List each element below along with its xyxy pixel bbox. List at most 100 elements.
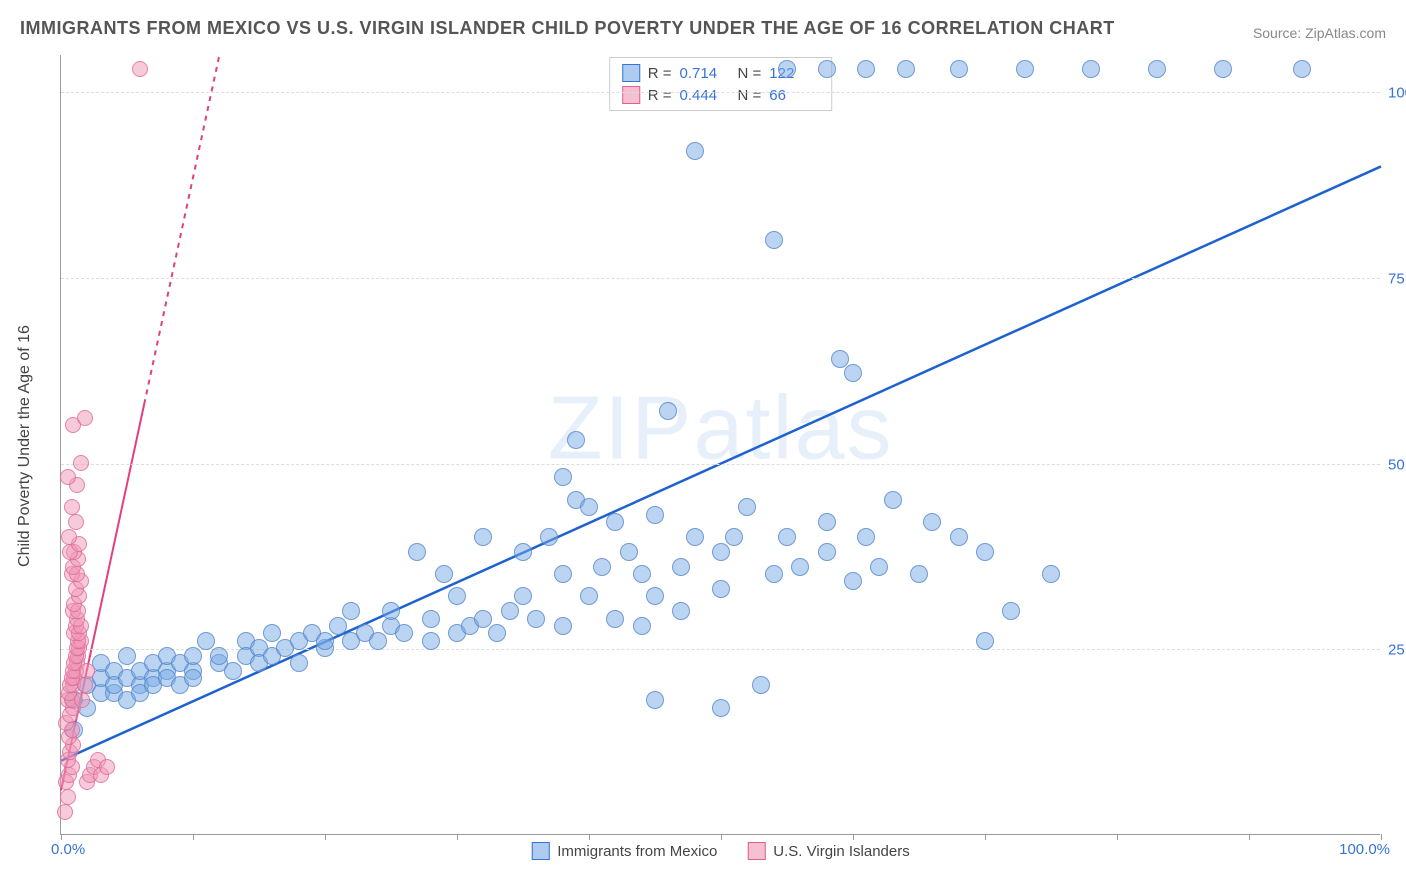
data-point (316, 632, 334, 650)
data-point (290, 654, 308, 672)
data-point (659, 402, 677, 420)
data-point (725, 528, 743, 546)
data-point (633, 617, 651, 635)
data-point (1293, 60, 1311, 78)
data-point (857, 528, 875, 546)
r-value: 0.714 (680, 65, 730, 82)
data-point (60, 789, 76, 805)
data-point (778, 60, 796, 78)
x-tick (853, 834, 854, 840)
data-point (923, 513, 941, 531)
data-point (672, 558, 690, 576)
data-point (554, 468, 572, 486)
legend-label: Immigrants from Mexico (557, 843, 717, 860)
data-point (422, 632, 440, 650)
data-point (580, 498, 598, 516)
data-point (738, 498, 756, 516)
data-point (646, 587, 664, 605)
legend-swatch (747, 842, 765, 860)
legend-item: U.S. Virgin Islanders (747, 842, 909, 860)
data-point (646, 691, 664, 709)
data-point (540, 528, 558, 546)
data-point (197, 632, 215, 650)
data-point (99, 759, 115, 775)
data-point (77, 677, 93, 693)
n-label: N = (738, 87, 762, 104)
data-point (844, 364, 862, 382)
x-tick (985, 834, 986, 840)
legend-label: U.S. Virgin Islanders (773, 843, 909, 860)
data-point (501, 602, 519, 620)
data-point (74, 692, 90, 708)
data-point (527, 610, 545, 628)
y-tick-label: 25.0% (1388, 642, 1406, 659)
legend-series: Immigrants from Mexico U.S. Virgin Island… (531, 842, 909, 860)
data-point (765, 565, 783, 583)
r-label: R = (648, 87, 672, 104)
r-label: R = (648, 65, 672, 82)
data-point (422, 610, 440, 628)
legend-item: Immigrants from Mexico (531, 842, 717, 860)
legend-swatch (622, 64, 640, 82)
x-tick (193, 834, 194, 840)
n-label: N = (738, 65, 762, 82)
source-label: Source: ZipAtlas.com (1253, 25, 1386, 41)
data-point (1082, 60, 1100, 78)
data-point (1016, 60, 1034, 78)
data-point (818, 543, 836, 561)
data-point (818, 60, 836, 78)
x-tick (325, 834, 326, 840)
data-point (791, 558, 809, 576)
data-point (712, 699, 730, 717)
data-point (224, 662, 242, 680)
data-point (712, 580, 730, 598)
x-tick (721, 834, 722, 840)
data-point (488, 624, 506, 642)
legend-swatch (531, 842, 549, 860)
data-point (554, 617, 572, 635)
data-point (686, 528, 704, 546)
data-point (633, 565, 651, 583)
y-tick-label: 75.0% (1388, 270, 1406, 287)
data-point (79, 663, 95, 679)
data-point (646, 506, 664, 524)
data-point (132, 61, 148, 77)
data-point (408, 543, 426, 561)
data-point (870, 558, 888, 576)
data-point (910, 565, 928, 583)
data-point (64, 499, 80, 515)
x-tick (1381, 834, 1382, 840)
data-point (1042, 565, 1060, 583)
legend-swatch (622, 86, 640, 104)
data-point (342, 602, 360, 620)
data-point (950, 528, 968, 546)
data-point (329, 617, 347, 635)
data-point (514, 543, 532, 561)
x-origin-label: 0.0% (51, 841, 85, 858)
data-point (514, 587, 532, 605)
data-point (1148, 60, 1166, 78)
x-tick (61, 834, 62, 840)
data-point (712, 543, 730, 561)
data-point (435, 565, 453, 583)
data-point (976, 543, 994, 561)
gridline: 75.0% (61, 278, 1380, 279)
data-point (263, 624, 281, 642)
data-point (395, 624, 413, 642)
gridline: 100.0% (61, 92, 1380, 93)
data-point (68, 514, 84, 530)
data-point (184, 669, 202, 687)
data-point (686, 142, 704, 160)
data-point (567, 431, 585, 449)
data-point (474, 610, 492, 628)
data-point (73, 455, 89, 471)
data-point (606, 513, 624, 531)
data-point (77, 410, 93, 426)
data-point (844, 572, 862, 590)
data-point (57, 804, 73, 820)
data-point (752, 676, 770, 694)
data-point (620, 543, 638, 561)
data-point (118, 647, 136, 665)
y-tick-label: 50.0% (1388, 456, 1406, 473)
x-tick (1117, 834, 1118, 840)
